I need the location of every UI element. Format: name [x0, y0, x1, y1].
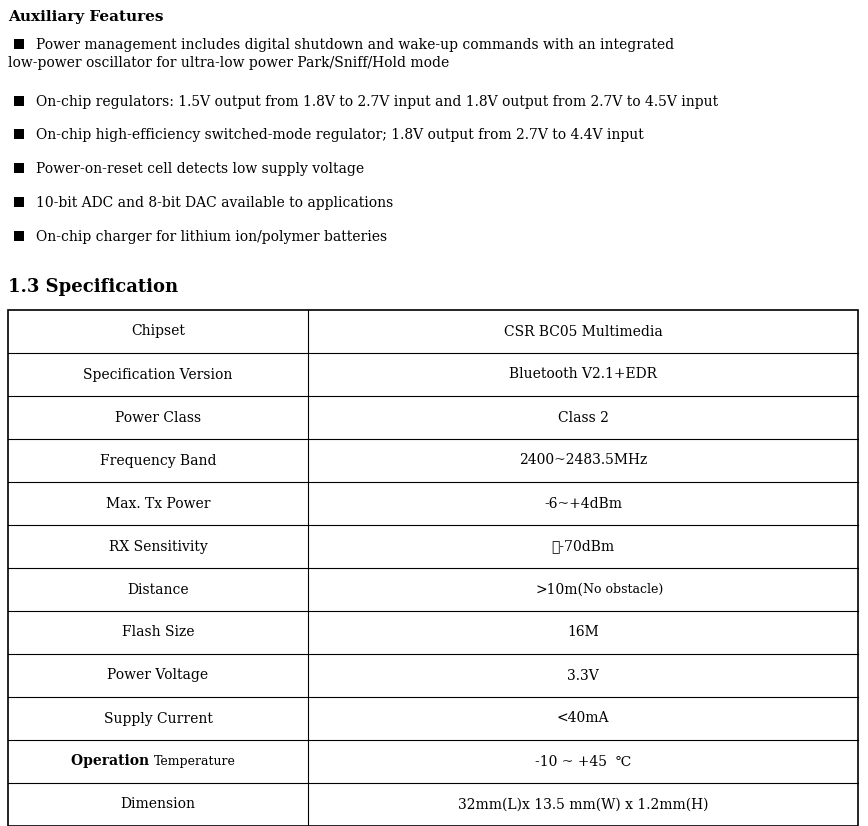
Text: Flash Size: Flash Size: [122, 625, 194, 639]
Text: No obstacle): No obstacle): [583, 583, 663, 596]
Text: 32mm(L)x 13.5 mm(W) x 1.2mm(H): 32mm(L)x 13.5 mm(W) x 1.2mm(H): [457, 797, 708, 811]
Text: 10-bit ADC and 8-bit DAC available to applications: 10-bit ADC and 8-bit DAC available to ap…: [36, 196, 393, 210]
Text: Supply Current: Supply Current: [103, 711, 213, 725]
Text: RX Sensitivity: RX Sensitivity: [108, 539, 207, 553]
Text: >10m(: >10m(: [536, 582, 583, 596]
Text: Bluetooth V2.1+EDR: Bluetooth V2.1+EDR: [509, 368, 657, 382]
Text: Temperature: Temperature: [154, 755, 235, 768]
Text: Power management includes digital shutdown and wake-up commands with an integrat: Power management includes digital shutdo…: [36, 38, 674, 52]
Bar: [8, 310, 858, 826]
Bar: [14, 231, 24, 241]
Bar: [14, 96, 24, 106]
Text: Dimension: Dimension: [121, 797, 195, 811]
Bar: [14, 129, 24, 139]
Bar: [14, 163, 24, 173]
Text: ＜-70dBm: ＜-70dBm: [551, 539, 615, 553]
Text: Max. Tx Power: Max. Tx Power: [106, 496, 210, 510]
Text: Power Class: Power Class: [115, 411, 201, 425]
Text: Auxiliary Features: Auxiliary Features: [8, 10, 163, 24]
Text: <40mA: <40mA: [556, 711, 609, 725]
Text: 16M: 16M: [567, 625, 599, 639]
Bar: [14, 39, 24, 49]
Text: Distance: Distance: [128, 582, 189, 596]
Bar: [14, 197, 24, 207]
Text: Power Voltage: Power Voltage: [108, 668, 208, 682]
Text: 1.3 Specification: 1.3 Specification: [8, 278, 178, 296]
Text: -6~+4dBm: -6~+4dBm: [544, 496, 622, 510]
Text: 3.3V: 3.3V: [567, 668, 599, 682]
Text: -10 ~ +45  ℃: -10 ~ +45 ℃: [535, 754, 631, 768]
Text: Operation: Operation: [70, 754, 154, 768]
Text: On-chip regulators: 1.5V output from 1.8V to 2.7V input and 1.8V output from 2.7: On-chip regulators: 1.5V output from 1.8…: [36, 95, 718, 109]
Text: On-chip high-efficiency switched-mode regulator; 1.8V output from 2.7V to 4.4V i: On-chip high-efficiency switched-mode re…: [36, 128, 644, 142]
Text: On-chip charger for lithium ion/polymer batteries: On-chip charger for lithium ion/polymer …: [36, 230, 387, 244]
Text: CSR BC05 Multimedia: CSR BC05 Multimedia: [503, 325, 662, 339]
Text: Frequency Band: Frequency Band: [100, 453, 216, 468]
Text: Specification Version: Specification Version: [83, 368, 233, 382]
Text: Power-on-reset cell detects low supply voltage: Power-on-reset cell detects low supply v…: [36, 162, 364, 176]
Text: 2400~2483.5MHz: 2400~2483.5MHz: [519, 453, 648, 468]
Text: Class 2: Class 2: [557, 411, 608, 425]
Text: low-power oscillator for ultra-low power Park/Sniff/Hold mode: low-power oscillator for ultra-low power…: [8, 56, 450, 70]
Text: Chipset: Chipset: [131, 325, 185, 339]
